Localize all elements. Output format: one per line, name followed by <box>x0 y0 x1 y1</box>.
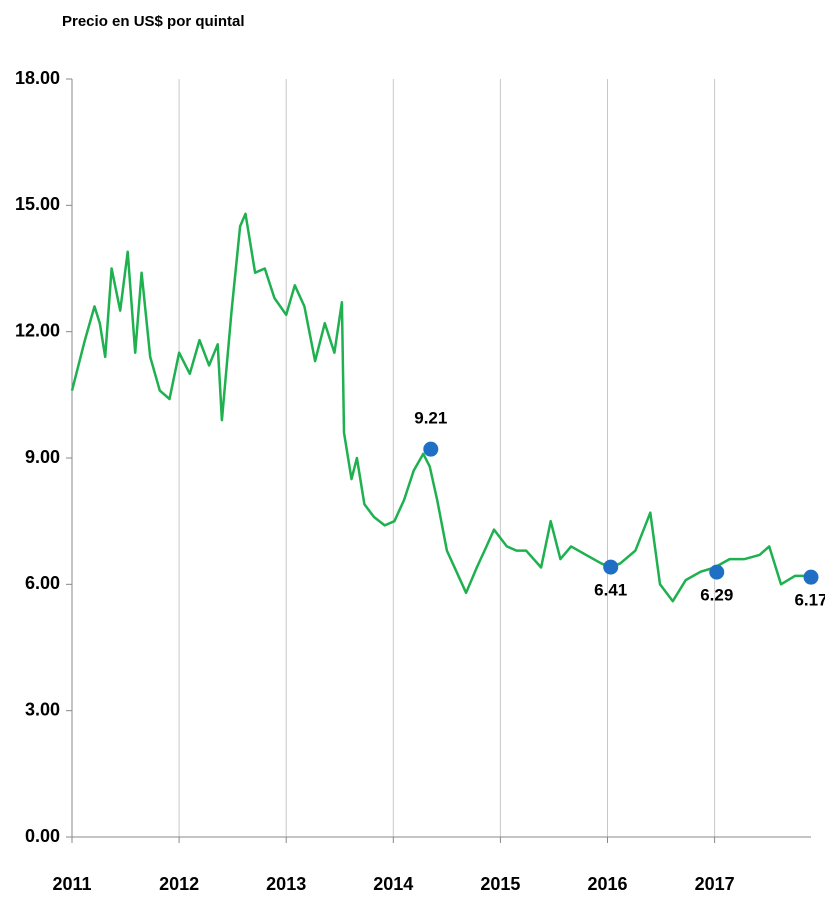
y-tick-label: 9.00 <box>25 447 60 467</box>
highlight-point <box>603 559 619 575</box>
y-tick-label: 6.00 <box>25 573 60 593</box>
x-tick-label: 2011 <box>52 874 91 894</box>
x-tick-label: 2013 <box>266 874 306 894</box>
price-line <box>70 212 811 603</box>
x-tick-label: 2014 <box>373 874 413 894</box>
y-tick-label: 3.00 <box>25 699 60 719</box>
highlight-point <box>423 441 439 457</box>
x-tick-label: 2015 <box>480 874 520 894</box>
y-tick-label: 15.00 <box>15 194 60 214</box>
y-tick-label: 18.00 <box>15 68 60 88</box>
x-tick-label: 2012 <box>159 874 199 894</box>
data-label: 9.21 <box>414 409 447 428</box>
highlight-point <box>709 564 725 580</box>
data-label: 6.29 <box>700 586 733 605</box>
highlight-point <box>803 569 819 585</box>
x-tick-label: 2016 <box>587 874 627 894</box>
y-axis-title: Precio en US$ por quintal <box>62 13 245 30</box>
data-label: 6.17 <box>794 591 825 610</box>
x-tick-label: 2017 <box>695 874 735 894</box>
y-tick-label: 12.00 <box>15 320 60 340</box>
data-label: 6.41 <box>594 581 627 600</box>
y-tick-label: 0.00 <box>25 826 60 846</box>
